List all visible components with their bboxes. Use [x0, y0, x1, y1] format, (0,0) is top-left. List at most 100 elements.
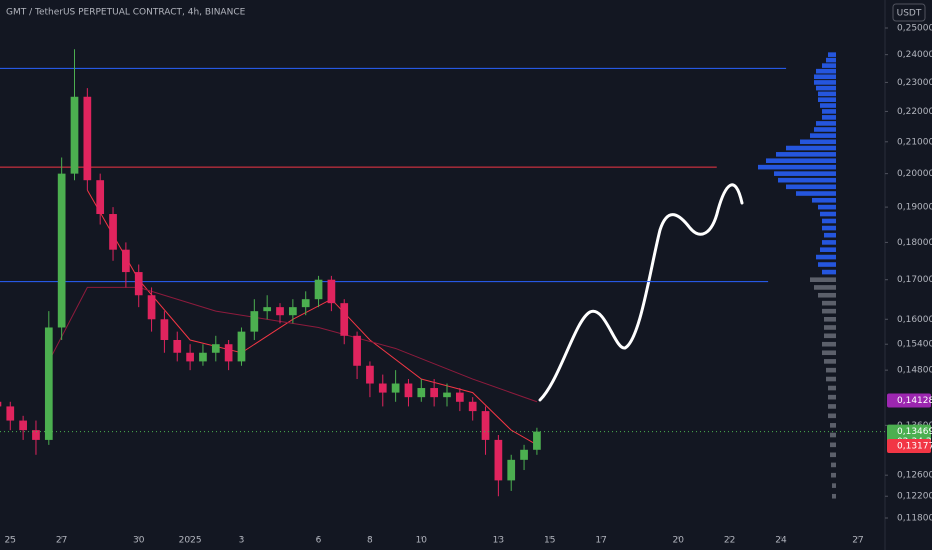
volume-profile-bar [824, 333, 836, 339]
volume-profile-bar [832, 483, 836, 488]
chart-title: GMT / TetherUS PERPETUAL CONTRACT, 4h, B… [6, 8, 246, 18]
candle-body [353, 335, 361, 366]
volume-profile-bar [776, 152, 836, 157]
candle-body [83, 96, 92, 181]
currency-button[interactable] [892, 3, 926, 22]
candle-body [366, 365, 374, 384]
volume-profile-bar [828, 385, 836, 391]
volume-profile-bar [818, 97, 836, 102]
candle-body [507, 459, 516, 481]
volume-profile-bar [824, 325, 836, 330]
candle-body [160, 319, 169, 340]
candle-body [44, 327, 53, 440]
volume-profile-bar [820, 103, 836, 108]
volume-profile-bar [818, 262, 836, 267]
volume-profile-bar [822, 300, 836, 306]
volume-profile-bar [818, 204, 836, 210]
x-tick-label: 8 [367, 536, 373, 546]
volume-profile-bar [822, 115, 836, 120]
y-tick-label: 0,12600 [897, 471, 932, 481]
candle-body [289, 307, 297, 316]
volume-profile-bar [822, 341, 836, 347]
candle-body [0, 401, 2, 407]
candle-body [520, 449, 528, 460]
volume-profile-bar [828, 404, 836, 409]
volume-profile-bar [826, 57, 836, 63]
candle-body [224, 344, 233, 362]
candle-body [134, 272, 143, 296]
candle-body [147, 295, 156, 320]
volume-profile-bar [830, 442, 836, 448]
volume-profile-bar [830, 452, 836, 458]
currency-label[interactable]: USDT [897, 9, 922, 19]
candle-body [32, 430, 40, 440]
price-label: 0,13177 [897, 441, 932, 451]
volume-profile-bar [822, 218, 836, 224]
volume-profile-bar [758, 164, 836, 170]
y-tick-label: 0,22000 [897, 107, 932, 117]
x-tick-label: 10 [416, 536, 428, 546]
x-tick-label: 24 [775, 536, 787, 546]
candle-body [96, 180, 105, 215]
x-tick-label: 25 [5, 536, 16, 546]
candle-body [404, 383, 413, 398]
candle-body [276, 307, 284, 316]
y-tick-label: 0,14800 [897, 366, 932, 376]
candle-body [250, 311, 259, 332]
x-tick-label: 15 [544, 536, 555, 546]
volume-profile-bar [774, 171, 836, 176]
volume-profile-bar [831, 472, 836, 478]
volume-profile-bar [818, 292, 836, 298]
candle-body [391, 383, 400, 393]
price-label: 0,14128 [897, 396, 932, 406]
candle-body [6, 406, 15, 421]
y-tick-label: 0,12200 [897, 492, 932, 502]
volume-profile-bar [816, 254, 836, 260]
volume-profile-bar [778, 177, 836, 183]
candle-body [211, 344, 220, 353]
y-tick-label: 0,19000 [897, 203, 932, 213]
volume-profile-bar [796, 191, 836, 196]
x-tick-label: 27 [852, 536, 863, 546]
candle-body [70, 96, 79, 174]
volume-profile-bar [816, 121, 836, 126]
volume-profile-bar [766, 158, 836, 164]
volume-profile-bar [822, 109, 836, 114]
volume-profile-bar [814, 127, 836, 132]
price-label-box [887, 393, 931, 408]
candle-body [314, 279, 323, 300]
volume-profile-bar [830, 423, 836, 428]
volume-profile-bar [810, 277, 836, 283]
y-tick-label: 0,16000 [897, 315, 932, 325]
y-tick-label: 0,20000 [897, 169, 932, 179]
x-tick-label: 22 [724, 536, 735, 546]
candle-body [494, 439, 503, 481]
candle-body [173, 339, 182, 353]
volume-profile-bar [826, 367, 836, 373]
candle-body [417, 388, 426, 398]
volume-profile-bar [786, 145, 836, 151]
volume-profile-bar [828, 394, 836, 400]
y-tick-label: 0,23000 [897, 78, 932, 88]
volume-profile-bar [820, 211, 836, 217]
volume-profile-bar [830, 432, 836, 438]
candle-body [327, 279, 336, 304]
volume-profile-bar [800, 139, 836, 145]
volume-profile-bar [824, 316, 836, 322]
volume-profile-bar [822, 308, 836, 314]
y-tick-label: 0,21000 [897, 137, 932, 147]
candle-body [443, 392, 451, 398]
volume-profile-bar [828, 413, 836, 419]
volume-profile-bar [824, 359, 836, 364]
candle-body [481, 411, 490, 440]
y-tick-label: 0,17000 [897, 275, 932, 285]
moving-average [48, 286, 538, 403]
drawn-projection [538, 183, 744, 402]
volume-profile-bar [814, 74, 836, 80]
volume-profile-bar [812, 197, 836, 203]
x-tick-label: 2025 [179, 536, 202, 546]
volume-profile-bar [831, 462, 836, 468]
y-tick-label: 0,11800 [897, 514, 932, 524]
volume-profile-bar [822, 225, 836, 231]
y-tick-label: 0,25000 [897, 24, 932, 34]
